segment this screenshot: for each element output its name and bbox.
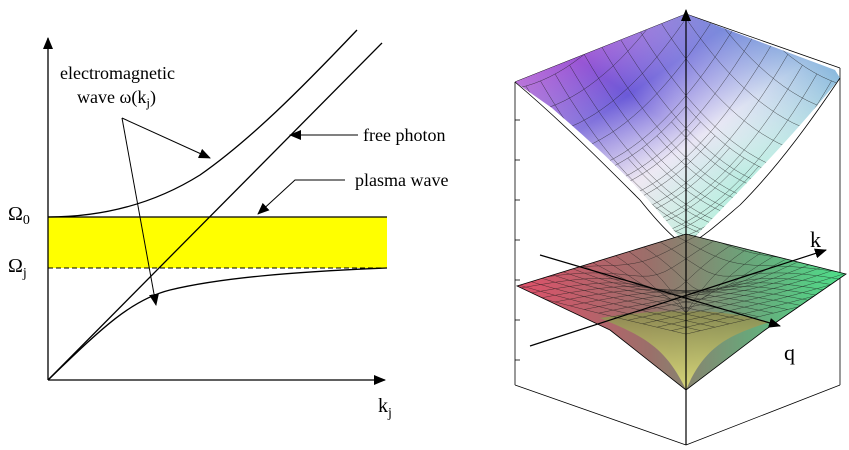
em-lower-branch [47,267,388,381]
free-photon-label: free photon [363,125,445,145]
surface-plot-3d: k q [514,9,847,446]
em-upper-branch [47,29,358,218]
omega0-label: Ω0 [8,203,30,228]
em-pointer-upper [121,117,211,159]
x-axis-label: kj [378,395,392,421]
plasma-wave-label: plasma wave [355,170,448,190]
q-axis-label: q [784,340,795,365]
forbidden-band [48,217,387,268]
em-wave-label-line2: wave ω(kj) [77,87,156,110]
q-axis [539,254,781,328]
k-axis [529,248,827,347]
em-wave-label-line1: electromagnetic [60,63,175,83]
z-ticks [515,119,520,361]
free-photon-line [47,42,383,381]
plasma-wave-pointer [257,179,345,215]
omegaj-label: Ωj [8,255,27,281]
k-axis-label: k [810,227,821,252]
em-pointer-lower [121,117,159,306]
dispersion-diagram: electromagnetic wave ω(kj) free photon p… [8,29,448,421]
